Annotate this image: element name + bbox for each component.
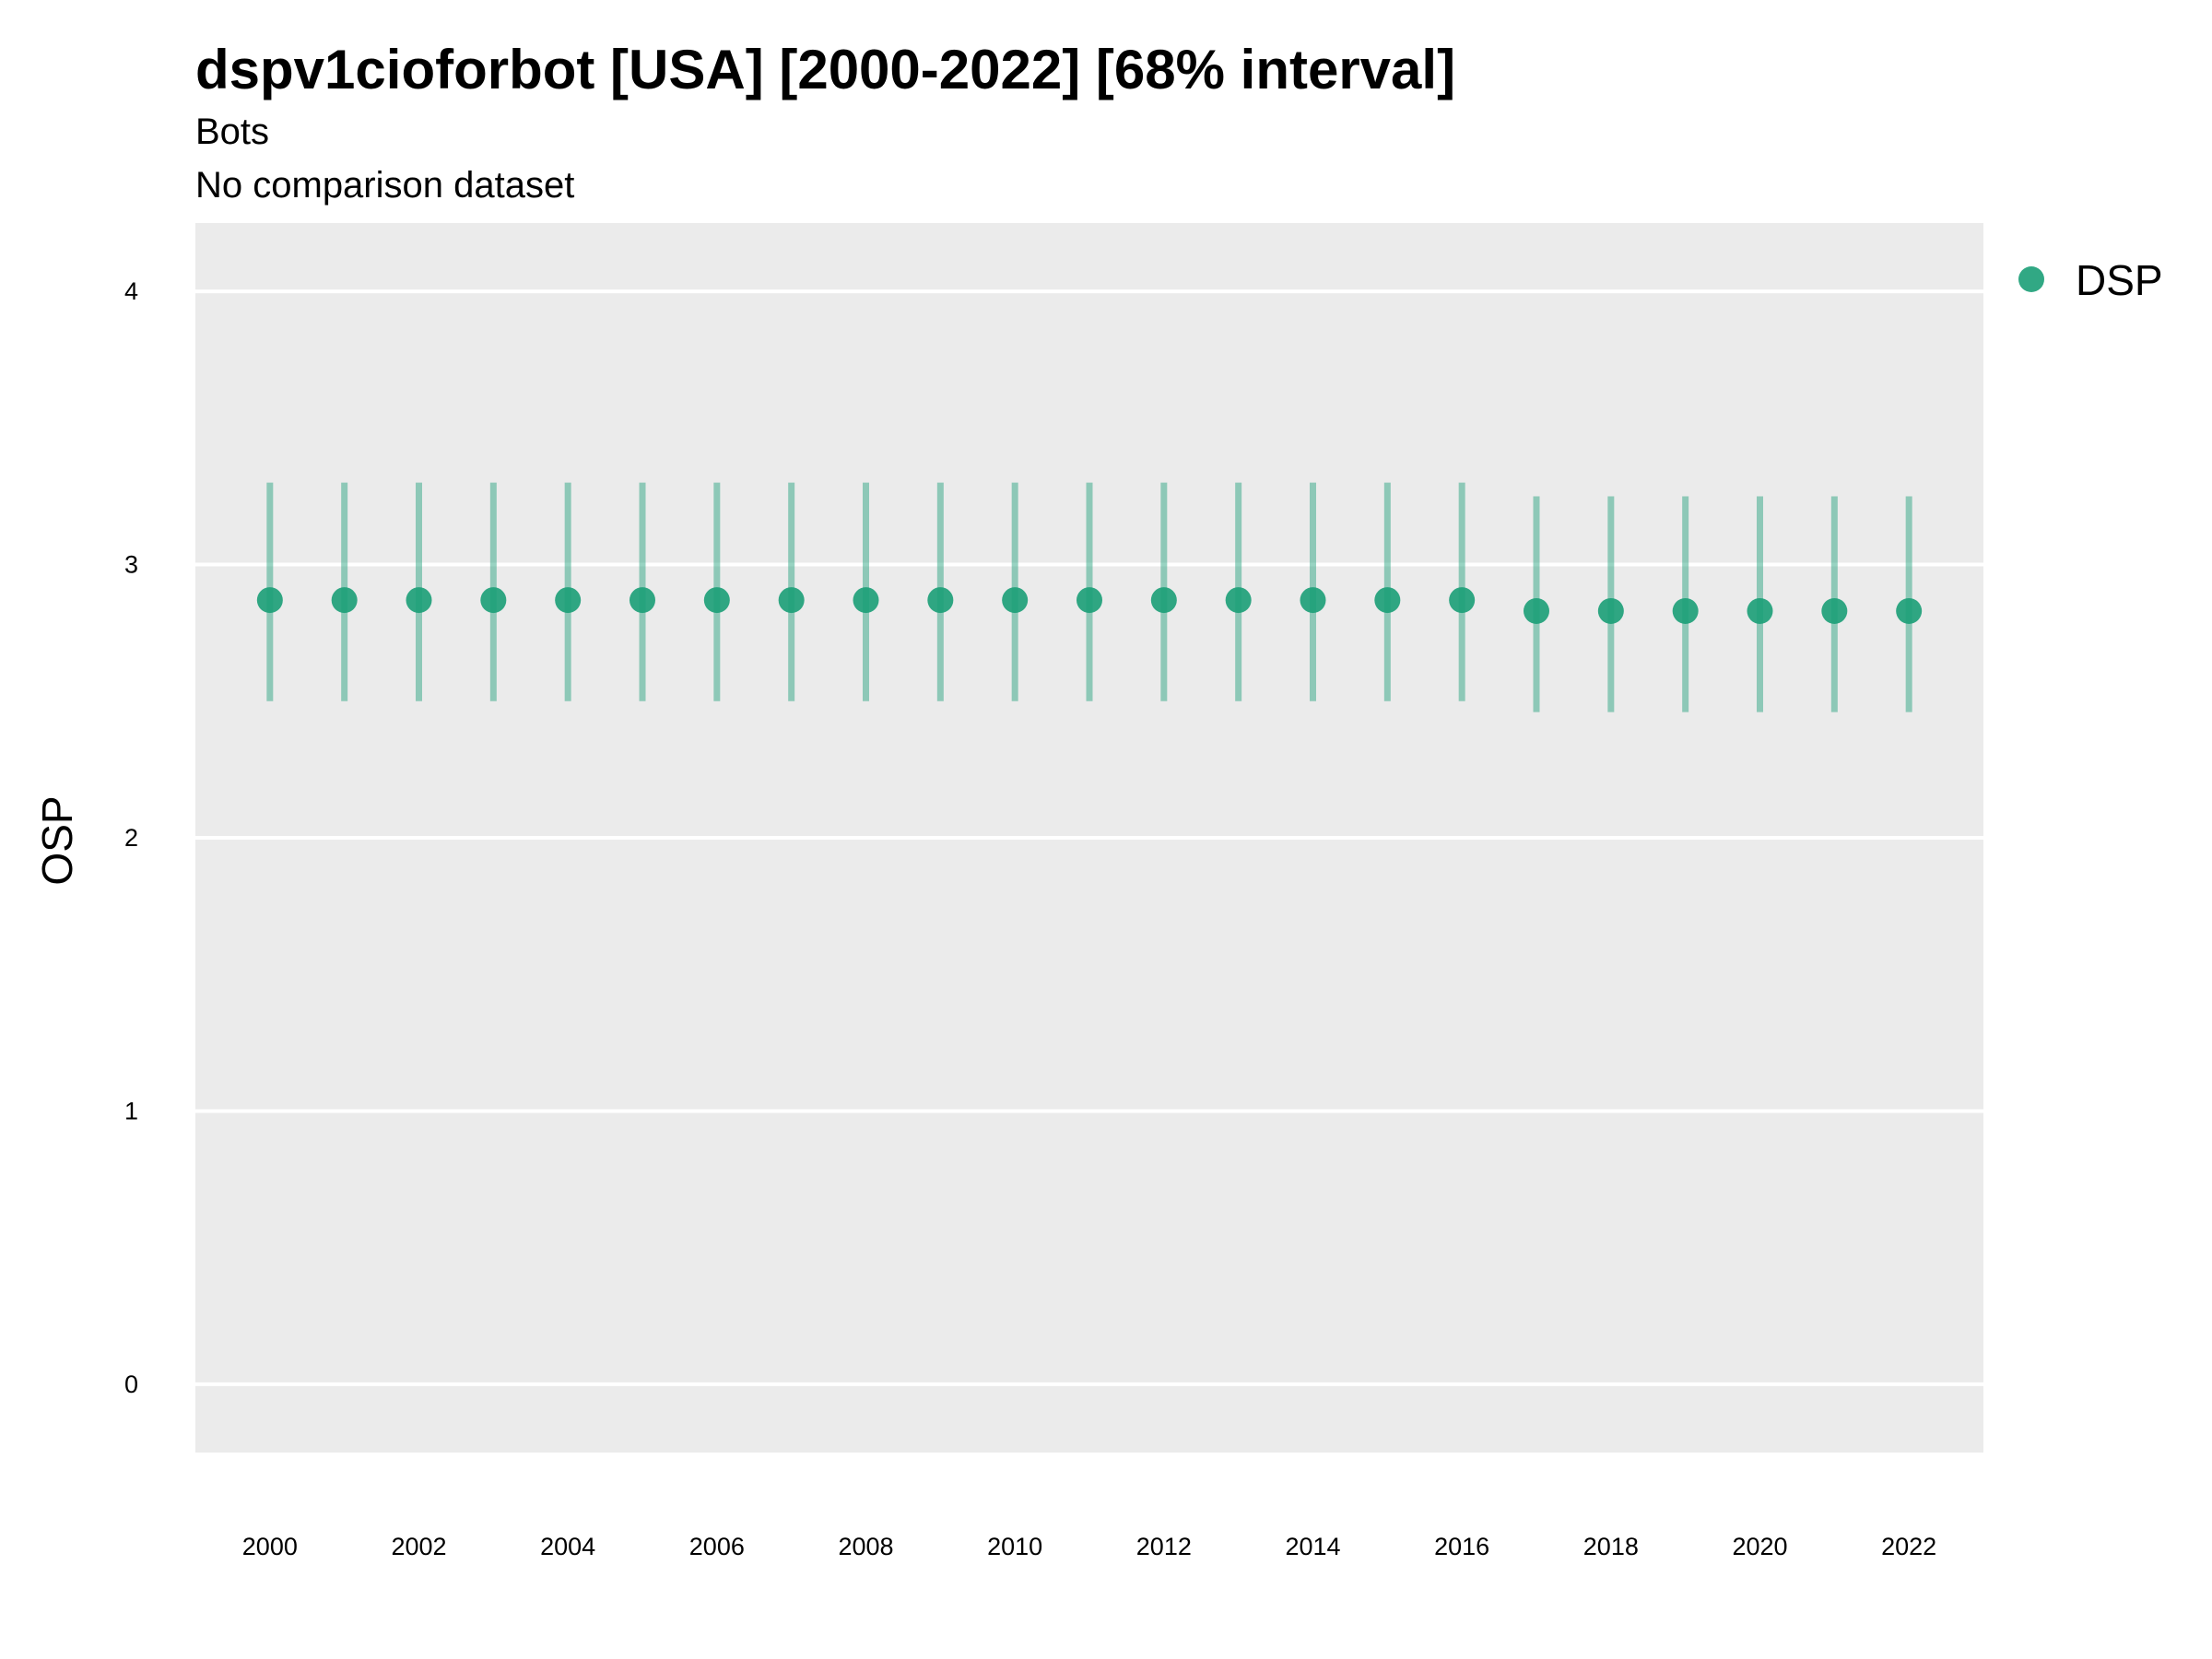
- chart-title: dspv1cioforbot [USA] [2000-2022] [68% in…: [195, 39, 1455, 100]
- point-2004: [555, 587, 582, 614]
- y-tick-label-1: 1: [124, 1097, 138, 1124]
- point-2020: [1747, 597, 1773, 624]
- x-tick-label-2012: 2012: [1136, 1533, 1192, 1560]
- point-2003: [480, 587, 507, 614]
- chart-subtitle: Bots: [195, 112, 269, 152]
- legend-dot-dsp: [2018, 266, 2044, 292]
- point-2010: [1002, 587, 1029, 614]
- x-tick-label-2022: 2022: [1881, 1533, 1936, 1560]
- point-2012: [1150, 587, 1177, 614]
- point-2011: [1077, 587, 1102, 614]
- data-marks: [256, 482, 1923, 712]
- point-2002: [406, 587, 432, 614]
- y-tick-label-3: 3: [124, 551, 138, 579]
- point-2018: [1597, 597, 1624, 624]
- x-axis-ticks: 2000 2002 2004 2006 2008 2010 2012 2014 2016 2018…: [242, 1533, 1936, 1560]
- point-2015: [1374, 587, 1401, 614]
- x-tick-label-2014: 2014: [1285, 1533, 1340, 1560]
- point-2014: [1300, 587, 1326, 614]
- point-2007: [778, 587, 805, 614]
- point-2009: [927, 587, 954, 614]
- grid-lines: [195, 289, 1983, 1386]
- point-2013: [1225, 587, 1252, 614]
- x-tick-label-2020: 2020: [1732, 1533, 1787, 1560]
- point-2019: [1672, 597, 1699, 624]
- point-2017: [1524, 597, 1549, 624]
- legend: DSP: [2018, 256, 2163, 304]
- point-2008: [853, 587, 879, 614]
- x-tick-label-2008: 2008: [838, 1533, 893, 1560]
- x-tick-label-2010: 2010: [987, 1533, 1042, 1560]
- x-tick-label-2018: 2018: [1583, 1533, 1639, 1560]
- legend-label-dsp: DSP: [2076, 256, 2163, 304]
- point-2005: [629, 587, 655, 614]
- point-2000: [256, 587, 283, 614]
- point-2006: [703, 587, 730, 614]
- point-2021: [1821, 597, 1848, 624]
- y-axis-ticks: 0 1 2 3 4: [124, 277, 138, 1398]
- y-tick-label-4: 4: [124, 277, 138, 305]
- x-tick-label-2004: 2004: [540, 1533, 595, 1560]
- point-2001: [331, 587, 358, 614]
- x-tick-label-2002: 2002: [391, 1533, 446, 1560]
- chart-caption: No comparison dataset: [195, 165, 574, 206]
- point-2016: [1449, 587, 1476, 614]
- point-2022: [1896, 597, 1923, 624]
- y-axis-label: OSP: [33, 795, 81, 885]
- x-tick-label-2016: 2016: [1434, 1533, 1489, 1560]
- x-tick-label-2006: 2006: [689, 1533, 745, 1560]
- x-tick-label-2000: 2000: [242, 1533, 298, 1560]
- y-tick-label-2: 2: [124, 824, 138, 852]
- y-tick-label-0: 0: [124, 1371, 138, 1398]
